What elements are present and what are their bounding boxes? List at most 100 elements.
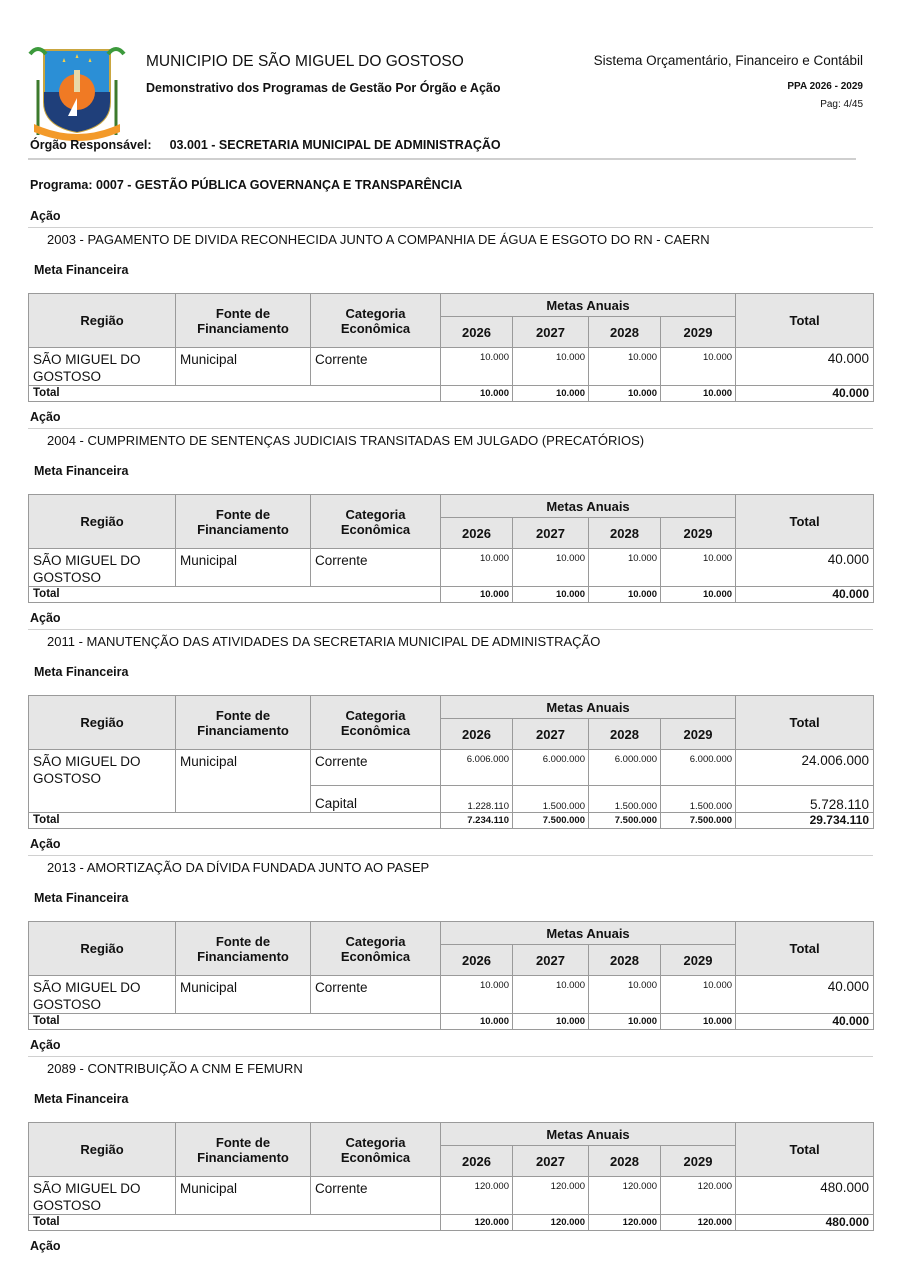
col-header-year: 2026 bbox=[440, 517, 513, 549]
meta-financeira-table: Região Fonte de Financiamento Categoria Ec… bbox=[28, 921, 875, 1030]
acao-section: Ação 2013 - AMORTIZAÇÃO DA DÍVIDA FUNDADA… bbox=[28, 835, 875, 1030]
categoria-cell: Corrente bbox=[310, 548, 441, 587]
year-value-cell: 10.000 bbox=[512, 975, 589, 1014]
meta-financeira-table: Região Fonte de Financiamento Categoria Ec… bbox=[28, 293, 875, 402]
year-value-cell: 1.500.000 bbox=[588, 785, 661, 813]
table-header-row: 2026 2027 2028 2029 bbox=[29, 316, 874, 348]
col-header-metas-anuais: Metas Anuais bbox=[439, 921, 737, 945]
meta-financeira-table: Região Fonte de Financiamento Categoria Ec… bbox=[28, 1122, 875, 1231]
year-total-cell: 10.000 bbox=[512, 1013, 589, 1030]
acao-section: Ação 2011 - MANUTENÇÃO DAS ATIVIDADES DA … bbox=[28, 609, 875, 829]
col-header-categoria: Categoria Econômica bbox=[310, 695, 441, 750]
year-total-cell: 10.000 bbox=[440, 586, 513, 603]
year-total-cell: 10.000 bbox=[440, 1013, 513, 1030]
total-row: Total 10.000 10.000 10.000 10.000 40.000 bbox=[28, 385, 875, 402]
row-total-cell: 40.000 bbox=[735, 347, 875, 386]
col-header-total: Total bbox=[735, 293, 875, 348]
row-total-cell: 40.000 bbox=[735, 975, 875, 1014]
row-total-cell: 5.728.110 bbox=[735, 785, 875, 813]
year-value-cell: 10.000 bbox=[512, 347, 589, 386]
col-header-year: 2026 bbox=[440, 316, 513, 348]
grand-total-cell: 29.734.110 bbox=[735, 812, 875, 829]
orgao-value: 03.001 - SECRETARIA MUNICIPAL DE ADMINIS… bbox=[169, 138, 501, 152]
col-header-year: 2026 bbox=[440, 1145, 513, 1177]
categoria-cell: Corrente bbox=[310, 749, 441, 786]
acao-section: Ação 2003 - PAGAMENTO DE DIVIDA RECONHECI… bbox=[28, 207, 875, 402]
acao-section: Ação 2004 - CUMPRIMENTO DE SENTENÇAS JUDI… bbox=[28, 408, 875, 603]
acao-title: 2011 - MANUTENÇÃO DAS ATIVIDADES DA SECR… bbox=[47, 634, 601, 649]
acao-title: 2013 - AMORTIZAÇÃO DA DÍVIDA FUNDADA JUN… bbox=[47, 860, 430, 875]
table-row: SÃO MIGUEL DO GOSTOSO Municipal Corrente 10… bbox=[28, 548, 875, 587]
table-header-row: 2026 2027 2028 2029 bbox=[29, 944, 874, 976]
total-row: Total 7.234.110 7.500.000 7.500.000 7.500.00… bbox=[28, 812, 875, 829]
grand-total-cell: 480.000 bbox=[735, 1214, 875, 1231]
col-header-fonte: Fonte de Financiamento bbox=[175, 494, 311, 549]
meta-financeira-label: Meta Financeira bbox=[34, 263, 129, 277]
orgao-label: Órgão Responsável: bbox=[30, 138, 152, 152]
year-value-cell: 10.000 bbox=[588, 548, 661, 587]
meta-financeira-label: Meta Financeira bbox=[34, 1092, 129, 1106]
year-total-cell: 10.000 bbox=[659, 1013, 737, 1030]
col-header-metas-anuais: Metas Anuais bbox=[439, 695, 737, 719]
col-header-fonte: Fonte de Financiamento bbox=[175, 1122, 311, 1177]
acao-title: 2089 - CONTRIBUIÇÃO A CNM E FEMURN bbox=[47, 1061, 303, 1076]
year-total-cell: 10.000 bbox=[588, 1013, 661, 1030]
grand-total-cell: 40.000 bbox=[735, 385, 875, 402]
year-total-cell: 10.000 bbox=[512, 586, 589, 603]
regiao-cell: SÃO MIGUEL DO GOSTOSO bbox=[28, 975, 176, 1014]
regiao-cell: SÃO MIGUEL DO GOSTOSO bbox=[28, 347, 176, 386]
categoria-cell: Corrente bbox=[310, 1176, 441, 1215]
year-value-cell: 10.000 bbox=[440, 975, 513, 1014]
year-total-cell: 7.500.000 bbox=[512, 812, 589, 829]
col-header-year: 2027 bbox=[512, 718, 589, 750]
fonte-cell: Municipal bbox=[175, 548, 311, 587]
report-subtitle: Demonstrativo dos Programas de Gestão Po… bbox=[146, 81, 501, 95]
acao-label: Ação bbox=[28, 408, 873, 429]
col-header-fonte: Fonte de Financiamento bbox=[175, 695, 311, 750]
total-row: Total 10.000 10.000 10.000 10.000 40.000 bbox=[28, 1013, 875, 1030]
divider bbox=[28, 158, 856, 160]
year-total-cell: 10.000 bbox=[440, 385, 513, 402]
meta-financeira-label: Meta Financeira bbox=[34, 891, 129, 905]
col-header-year: 2026 bbox=[440, 718, 513, 750]
grand-total-cell: 40.000 bbox=[735, 586, 875, 603]
year-value-cell: 10.000 bbox=[659, 975, 737, 1014]
year-total-cell: 120.000 bbox=[440, 1214, 513, 1231]
col-header-metas-anuais: Metas Anuais bbox=[439, 1122, 737, 1146]
year-total-cell: 120.000 bbox=[659, 1214, 737, 1231]
page-number: Pag: 4/45 bbox=[820, 99, 863, 110]
meta-financeira-table: Região Fonte de Financiamento Categoria Ec… bbox=[28, 695, 875, 829]
year-value-cell: 10.000 bbox=[588, 347, 661, 386]
col-header-year: 2026 bbox=[440, 944, 513, 976]
fonte-cell: Municipal bbox=[175, 1176, 311, 1215]
regiao-cell: SÃO MIGUEL DO GOSTOSO bbox=[28, 548, 176, 587]
col-header-total: Total bbox=[735, 921, 875, 976]
year-value-cell: 10.000 bbox=[440, 347, 513, 386]
year-value-cell: 6.006.000 bbox=[440, 749, 513, 786]
year-value-cell: 6.000.000 bbox=[588, 749, 661, 786]
categoria-cell: Corrente bbox=[310, 347, 441, 386]
acao-title: 2003 - PAGAMENTO DE DIVIDA RECONHECIDA J… bbox=[47, 232, 710, 247]
table-row: SÃO MIGUEL DO GOSTOSO Municipal Corrente 10… bbox=[28, 975, 875, 1014]
total-label: Total bbox=[28, 1214, 441, 1231]
fonte-cell: Municipal bbox=[175, 749, 311, 813]
table-row: SÃO MIGUEL DO GOSTOSO Municipal Corrente 10… bbox=[28, 347, 875, 386]
ppa-period: PPA 2026 - 2029 bbox=[787, 81, 863, 92]
fonte-cell: Municipal bbox=[175, 975, 311, 1014]
year-value-cell: 120.000 bbox=[659, 1176, 737, 1215]
col-header-total: Total bbox=[735, 1122, 875, 1177]
table-header-row: Região Fonte de Financiamento Categoria Ec… bbox=[28, 695, 875, 750]
programa-title: Programa: 0007 - GESTÃO PÚBLICA GOVERNAN… bbox=[30, 178, 463, 192]
col-header-metas-anuais: Metas Anuais bbox=[439, 293, 737, 317]
table-header-row: Região Fonte de Financiamento Categoria Ec… bbox=[28, 921, 875, 976]
acao-label: Ação bbox=[28, 609, 873, 630]
row-total-cell: 40.000 bbox=[735, 548, 875, 587]
total-row: Total 120.000 120.000 120.000 120.000 480.000 bbox=[28, 1214, 875, 1231]
col-header-year: 2028 bbox=[588, 517, 661, 549]
year-total-cell: 10.000 bbox=[512, 385, 589, 402]
year-total-cell: 10.000 bbox=[588, 385, 661, 402]
col-header-total: Total bbox=[735, 695, 875, 750]
col-header-year: 2027 bbox=[512, 944, 589, 976]
orgao-responsavel: Órgão Responsável: 03.001 - SECRETARIA MU… bbox=[30, 138, 501, 152]
